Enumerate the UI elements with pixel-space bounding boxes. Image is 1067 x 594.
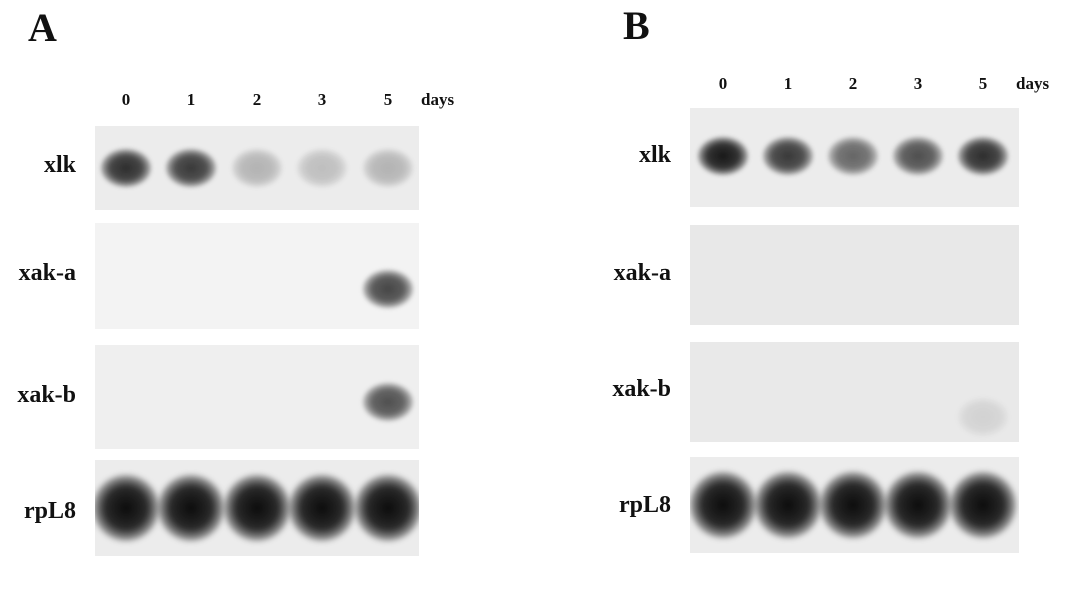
blot-strip — [95, 126, 419, 210]
row-label: rpL8 — [23, 498, 76, 524]
lane-header: 0 — [718, 74, 728, 93]
band — [355, 475, 419, 541]
panel-label: A — [28, 5, 57, 50]
lane-header: 0 — [121, 90, 131, 109]
row-label: xak-a — [613, 260, 671, 286]
band — [698, 136, 748, 175]
band — [958, 398, 1008, 436]
lane-header: 2 — [848, 74, 858, 93]
lane-header: 3 — [913, 74, 923, 93]
row-label: xak-b — [612, 376, 671, 402]
row-label: xlk — [638, 142, 671, 168]
lane-header: 3 — [317, 90, 327, 109]
row-label: xak-b — [17, 382, 76, 408]
band — [289, 475, 355, 541]
band — [297, 149, 347, 187]
blot-strip — [690, 457, 1019, 553]
band — [885, 472, 951, 538]
band — [363, 149, 413, 187]
row-label: rpL8 — [618, 492, 671, 518]
band — [101, 149, 151, 187]
panel-label: B — [623, 3, 650, 48]
unit-label: days — [421, 90, 455, 109]
band — [820, 472, 886, 538]
lane-header: 5 — [383, 90, 393, 109]
band — [755, 472, 821, 538]
band — [224, 475, 290, 541]
blot-strip — [95, 345, 419, 449]
blot-strip — [95, 223, 419, 329]
band — [950, 472, 1016, 538]
band — [95, 475, 159, 541]
band — [893, 136, 943, 175]
blot-strip — [690, 225, 1019, 325]
blot-strip — [690, 342, 1019, 442]
band — [158, 475, 224, 541]
lane-header: 2 — [252, 90, 262, 109]
row-label: xak-a — [18, 260, 76, 286]
band — [690, 472, 756, 538]
lane-header: 1 — [783, 74, 793, 93]
lane-header: 5 — [978, 74, 988, 93]
band — [363, 383, 413, 422]
band — [363, 269, 413, 308]
blot-strip — [95, 460, 419, 556]
band — [763, 136, 813, 175]
lane-header: 1 — [186, 90, 196, 109]
row-label: xlk — [43, 152, 76, 178]
band — [166, 149, 216, 187]
unit-label: days — [1016, 74, 1050, 93]
band — [828, 136, 878, 175]
band — [958, 136, 1008, 175]
band — [232, 149, 282, 187]
blot-strip — [690, 108, 1019, 207]
